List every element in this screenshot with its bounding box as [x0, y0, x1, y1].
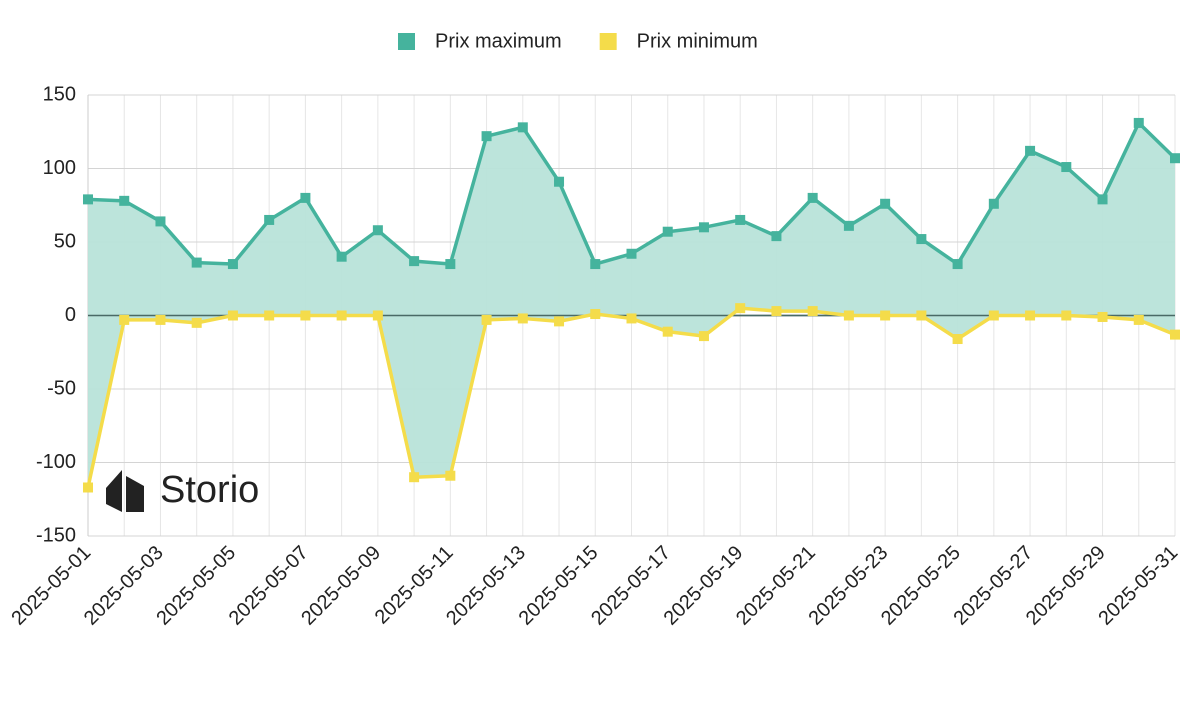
- point-marker: [481, 314, 492, 325]
- point-marker: [1170, 329, 1180, 340]
- point-marker: [83, 194, 93, 205]
- point-marker: [771, 231, 782, 242]
- point-marker: [735, 303, 746, 314]
- point-marker: [1061, 162, 1072, 173]
- y-tick-label: -150: [36, 524, 76, 546]
- point-marker: [880, 198, 891, 209]
- legend-label: Prix maximum: [435, 30, 562, 52]
- point-marker: [409, 472, 420, 483]
- point-marker: [445, 470, 456, 481]
- legend-label: Prix minimum: [637, 30, 758, 52]
- y-tick-label: 100: [43, 157, 76, 179]
- point-marker: [119, 195, 130, 206]
- point-marker: [1133, 314, 1144, 325]
- y-tick-label: -100: [36, 451, 76, 473]
- point-marker: [988, 310, 999, 321]
- point-marker: [554, 176, 565, 187]
- point-marker: [698, 331, 709, 342]
- point-marker: [590, 259, 601, 270]
- point-marker: [481, 131, 492, 142]
- point-marker: [191, 257, 202, 268]
- point-marker: [300, 310, 311, 321]
- legend-swatch: [599, 33, 617, 50]
- point-marker: [952, 334, 963, 345]
- point-marker: [554, 316, 565, 327]
- legend-swatch: [398, 33, 415, 50]
- point-marker: [1097, 311, 1108, 322]
- point-marker: [517, 313, 528, 324]
- point-marker: [119, 314, 130, 325]
- point-marker: [698, 222, 709, 233]
- x-tick-label: 2025-05-09: [297, 542, 385, 630]
- point-marker: [191, 317, 202, 328]
- point-marker: [916, 310, 927, 321]
- point-marker: [916, 234, 927, 245]
- point-marker: [409, 256, 420, 267]
- point-marker: [1170, 153, 1180, 164]
- point-marker: [988, 198, 999, 209]
- point-marker: [227, 259, 238, 270]
- point-marker: [336, 251, 347, 262]
- y-tick-label: 50: [54, 230, 76, 252]
- band-fill: [88, 122, 1175, 488]
- x-tick-label: 2025-05-31: [1094, 542, 1182, 630]
- point-marker: [626, 313, 637, 324]
- point-marker: [1025, 310, 1036, 321]
- point-marker: [517, 122, 528, 133]
- point-marker: [952, 259, 963, 270]
- y-tick-label: 0: [65, 304, 76, 326]
- point-marker: [264, 310, 275, 321]
- point-marker: [372, 310, 383, 321]
- watermark-text: Storio: [160, 469, 259, 511]
- point-marker: [155, 216, 166, 227]
- point-marker: [1061, 310, 1072, 321]
- point-marker: [372, 225, 383, 236]
- point-marker: [843, 220, 854, 231]
- point-marker: [880, 310, 891, 321]
- point-marker: [1025, 145, 1036, 156]
- point-marker: [155, 314, 166, 325]
- point-marker: [843, 310, 854, 321]
- watermark: Storio: [106, 469, 259, 512]
- point-marker: [264, 214, 275, 225]
- point-marker: [662, 326, 673, 337]
- point-marker: [807, 192, 818, 203]
- point-marker: [1097, 194, 1108, 205]
- point-marker: [227, 310, 238, 321]
- point-marker: [807, 306, 818, 317]
- point-marker: [300, 192, 311, 203]
- point-marker: [771, 306, 782, 317]
- point-marker: [626, 248, 637, 259]
- y-tick-label: -50: [47, 377, 76, 399]
- legend-item: Prix maximum: [398, 30, 562, 52]
- point-marker: [662, 226, 673, 237]
- point-marker: [1133, 117, 1144, 128]
- point-marker: [735, 214, 746, 225]
- point-marker: [336, 310, 347, 321]
- point-marker: [590, 309, 601, 320]
- point-marker: [83, 482, 93, 493]
- legend-item: Prix minimum: [599, 30, 758, 52]
- point-marker: [445, 259, 456, 270]
- y-tick-label: 150: [43, 83, 76, 105]
- watermark-logo: [106, 470, 144, 512]
